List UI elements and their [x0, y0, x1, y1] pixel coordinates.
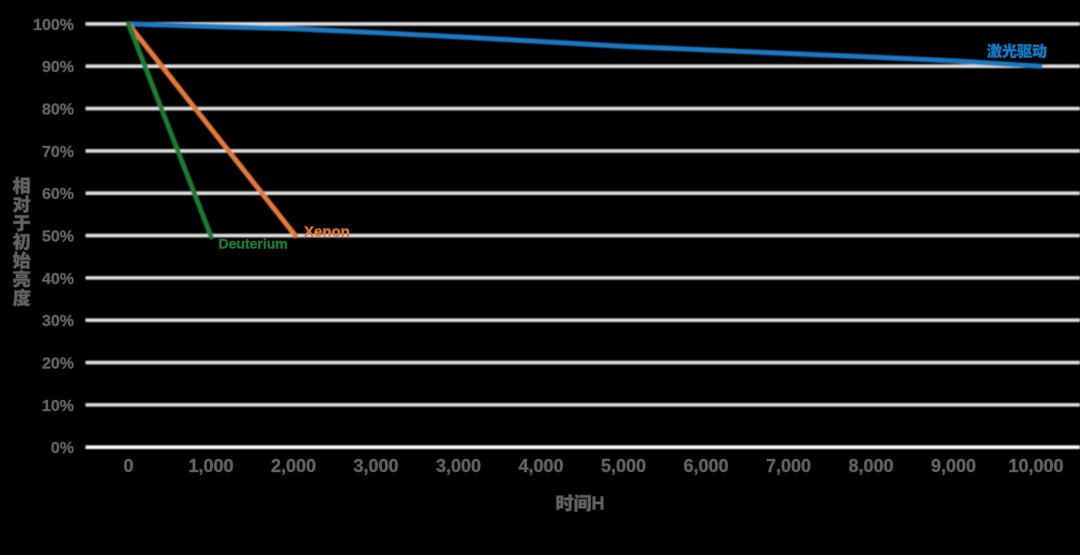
svg-text:4,000: 4,000 [518, 456, 563, 476]
svg-text:20%: 20% [42, 355, 74, 372]
svg-text:H: H [592, 493, 605, 513]
svg-text:3,000: 3,000 [353, 456, 398, 476]
svg-text:60%: 60% [42, 186, 74, 203]
svg-text:Xenon: Xenon [304, 224, 350, 241]
svg-text:Deuterium: Deuterium [219, 235, 288, 251]
svg-text:0: 0 [123, 456, 133, 476]
svg-text:40%: 40% [42, 271, 74, 288]
svg-text:1,000: 1,000 [188, 456, 233, 476]
svg-text:10%: 10% [42, 398, 74, 415]
svg-text:10,000: 10,000 [1008, 456, 1063, 476]
svg-text:7,000: 7,000 [766, 456, 811, 476]
svg-text:2,000: 2,000 [271, 456, 316, 476]
svg-text:0%: 0% [51, 440, 74, 457]
svg-text:100%: 100% [33, 17, 74, 34]
svg-text:9,000: 9,000 [931, 456, 976, 476]
svg-text:8,000: 8,000 [848, 456, 893, 476]
svg-text:90%: 90% [42, 59, 74, 76]
svg-text:70%: 70% [42, 144, 74, 161]
svg-text:5,000: 5,000 [601, 456, 646, 476]
svg-text:50%: 50% [42, 228, 74, 245]
svg-text:30%: 30% [42, 313, 74, 330]
svg-text:3,000: 3,000 [436, 456, 481, 476]
svg-text:6,000: 6,000 [683, 456, 728, 476]
svg-text:80%: 80% [42, 101, 74, 118]
